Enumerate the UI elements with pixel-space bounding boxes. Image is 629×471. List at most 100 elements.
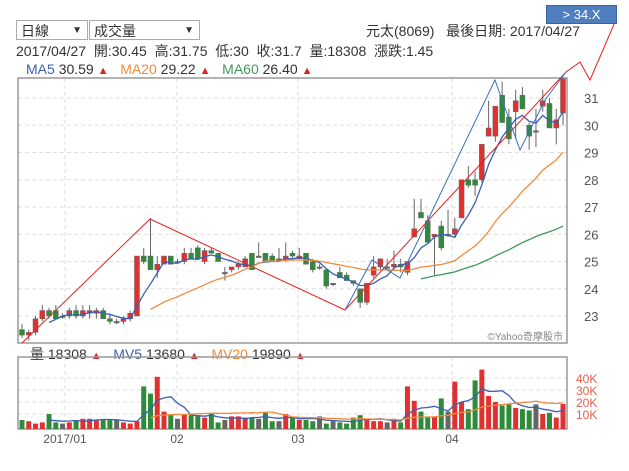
volume-bar xyxy=(492,402,498,429)
volume-bar xyxy=(472,380,478,429)
candle xyxy=(188,253,194,260)
volume-bar xyxy=(127,423,133,429)
volume-tick-label: 30K xyxy=(576,384,597,398)
volume-bar xyxy=(39,422,45,429)
candle xyxy=(147,255,154,270)
volume-bar xyxy=(134,421,140,429)
volume-bar xyxy=(141,386,147,429)
volume-bar xyxy=(546,412,552,429)
candle xyxy=(208,250,215,254)
quote-low: 低:30 xyxy=(215,43,249,59)
volume-bar xyxy=(350,417,356,429)
candle xyxy=(519,95,526,110)
volume-bar xyxy=(188,415,194,429)
volume-bar xyxy=(168,415,174,429)
volume-bar xyxy=(147,393,153,429)
volume-bar xyxy=(195,415,201,429)
volume-bar xyxy=(19,420,25,429)
candle xyxy=(512,100,519,112)
price-tick-label: 24 xyxy=(584,282,598,297)
volume-bar xyxy=(262,412,268,429)
volume-bar xyxy=(499,405,505,429)
candle xyxy=(370,266,377,276)
volume-bar xyxy=(533,404,539,429)
volume-bar xyxy=(560,404,566,429)
candle xyxy=(364,283,370,303)
candle xyxy=(222,272,228,275)
candle xyxy=(255,255,262,258)
volume-bar xyxy=(425,416,431,429)
candle xyxy=(330,283,336,286)
volume-bar xyxy=(46,414,52,429)
mv5-value: 13680 xyxy=(145,346,185,362)
volume-bar xyxy=(222,420,228,429)
indicator-select[interactable]: 成交量 ▼ xyxy=(89,20,200,40)
month-label: 03 xyxy=(291,432,305,446)
ma20-label: MA20 xyxy=(120,61,157,77)
mv20-value: 19890 xyxy=(251,346,291,362)
candle xyxy=(32,318,39,333)
candle xyxy=(316,266,323,269)
volume-label: 量 xyxy=(30,346,44,362)
candle xyxy=(391,263,397,268)
price-tick-label: 29 xyxy=(584,146,598,161)
candle xyxy=(262,253,269,262)
volume-bar xyxy=(276,421,282,429)
volume-bar xyxy=(33,423,39,429)
ma60-label: MA60 xyxy=(222,61,259,77)
price-tick-label: 28 xyxy=(584,173,598,188)
price-tick-label: 30 xyxy=(584,118,598,133)
volume-bar xyxy=(181,414,187,429)
candle xyxy=(492,105,499,137)
candle xyxy=(452,228,458,235)
volume-bar xyxy=(26,421,32,429)
candle xyxy=(46,310,52,317)
volume-bar xyxy=(154,376,160,429)
watermark: ©Yahoo奇摩股市 xyxy=(487,330,563,343)
volume-bar xyxy=(256,418,262,429)
candle xyxy=(228,266,235,270)
volume-tick-label: 40K xyxy=(576,372,597,386)
volume-bar xyxy=(93,420,99,429)
last-date: 最後日期: 2017/04/27 xyxy=(446,23,580,39)
ma20-line xyxy=(150,151,564,310)
volume-bar xyxy=(432,416,438,429)
stock-title: 元太(8069) 最後日期: 2017/04/27 xyxy=(366,21,580,41)
period-select[interactable]: 日線 ▼ xyxy=(16,20,88,40)
volume-bar xyxy=(296,420,302,429)
volume-bar xyxy=(398,422,404,429)
quote-change: 漲跌:1.45 xyxy=(374,43,434,59)
volume-bar xyxy=(357,415,363,429)
candle xyxy=(100,310,106,319)
up-arrow-icon: ▲ xyxy=(301,65,313,77)
volume-bar xyxy=(364,418,370,429)
volume-bar xyxy=(553,417,559,429)
volume-bar xyxy=(269,421,275,429)
volume-bar xyxy=(465,409,471,429)
candle xyxy=(249,253,255,270)
candle xyxy=(458,179,465,219)
volume-bar xyxy=(87,418,93,429)
volume-bar xyxy=(107,420,113,429)
candle xyxy=(289,253,296,257)
ma60-line xyxy=(420,225,564,280)
volume-bar xyxy=(242,417,248,429)
volume-bar xyxy=(60,423,66,429)
ma5-line xyxy=(48,111,564,324)
volume-bar xyxy=(66,422,72,429)
candle xyxy=(140,255,147,262)
volume-bar xyxy=(290,417,295,429)
trend-zigzag-line xyxy=(21,21,616,344)
candle xyxy=(66,310,73,317)
volume-bar xyxy=(114,420,120,429)
candle xyxy=(485,127,492,137)
volume-bar xyxy=(249,417,255,429)
candle xyxy=(472,179,478,186)
volume-bar xyxy=(411,400,417,429)
up-arrow-icon: ▲ xyxy=(199,65,211,77)
candle xyxy=(546,103,553,129)
volume-bar xyxy=(283,414,289,429)
volume-bar xyxy=(526,410,532,429)
period-select-value: 日線 xyxy=(21,23,49,39)
